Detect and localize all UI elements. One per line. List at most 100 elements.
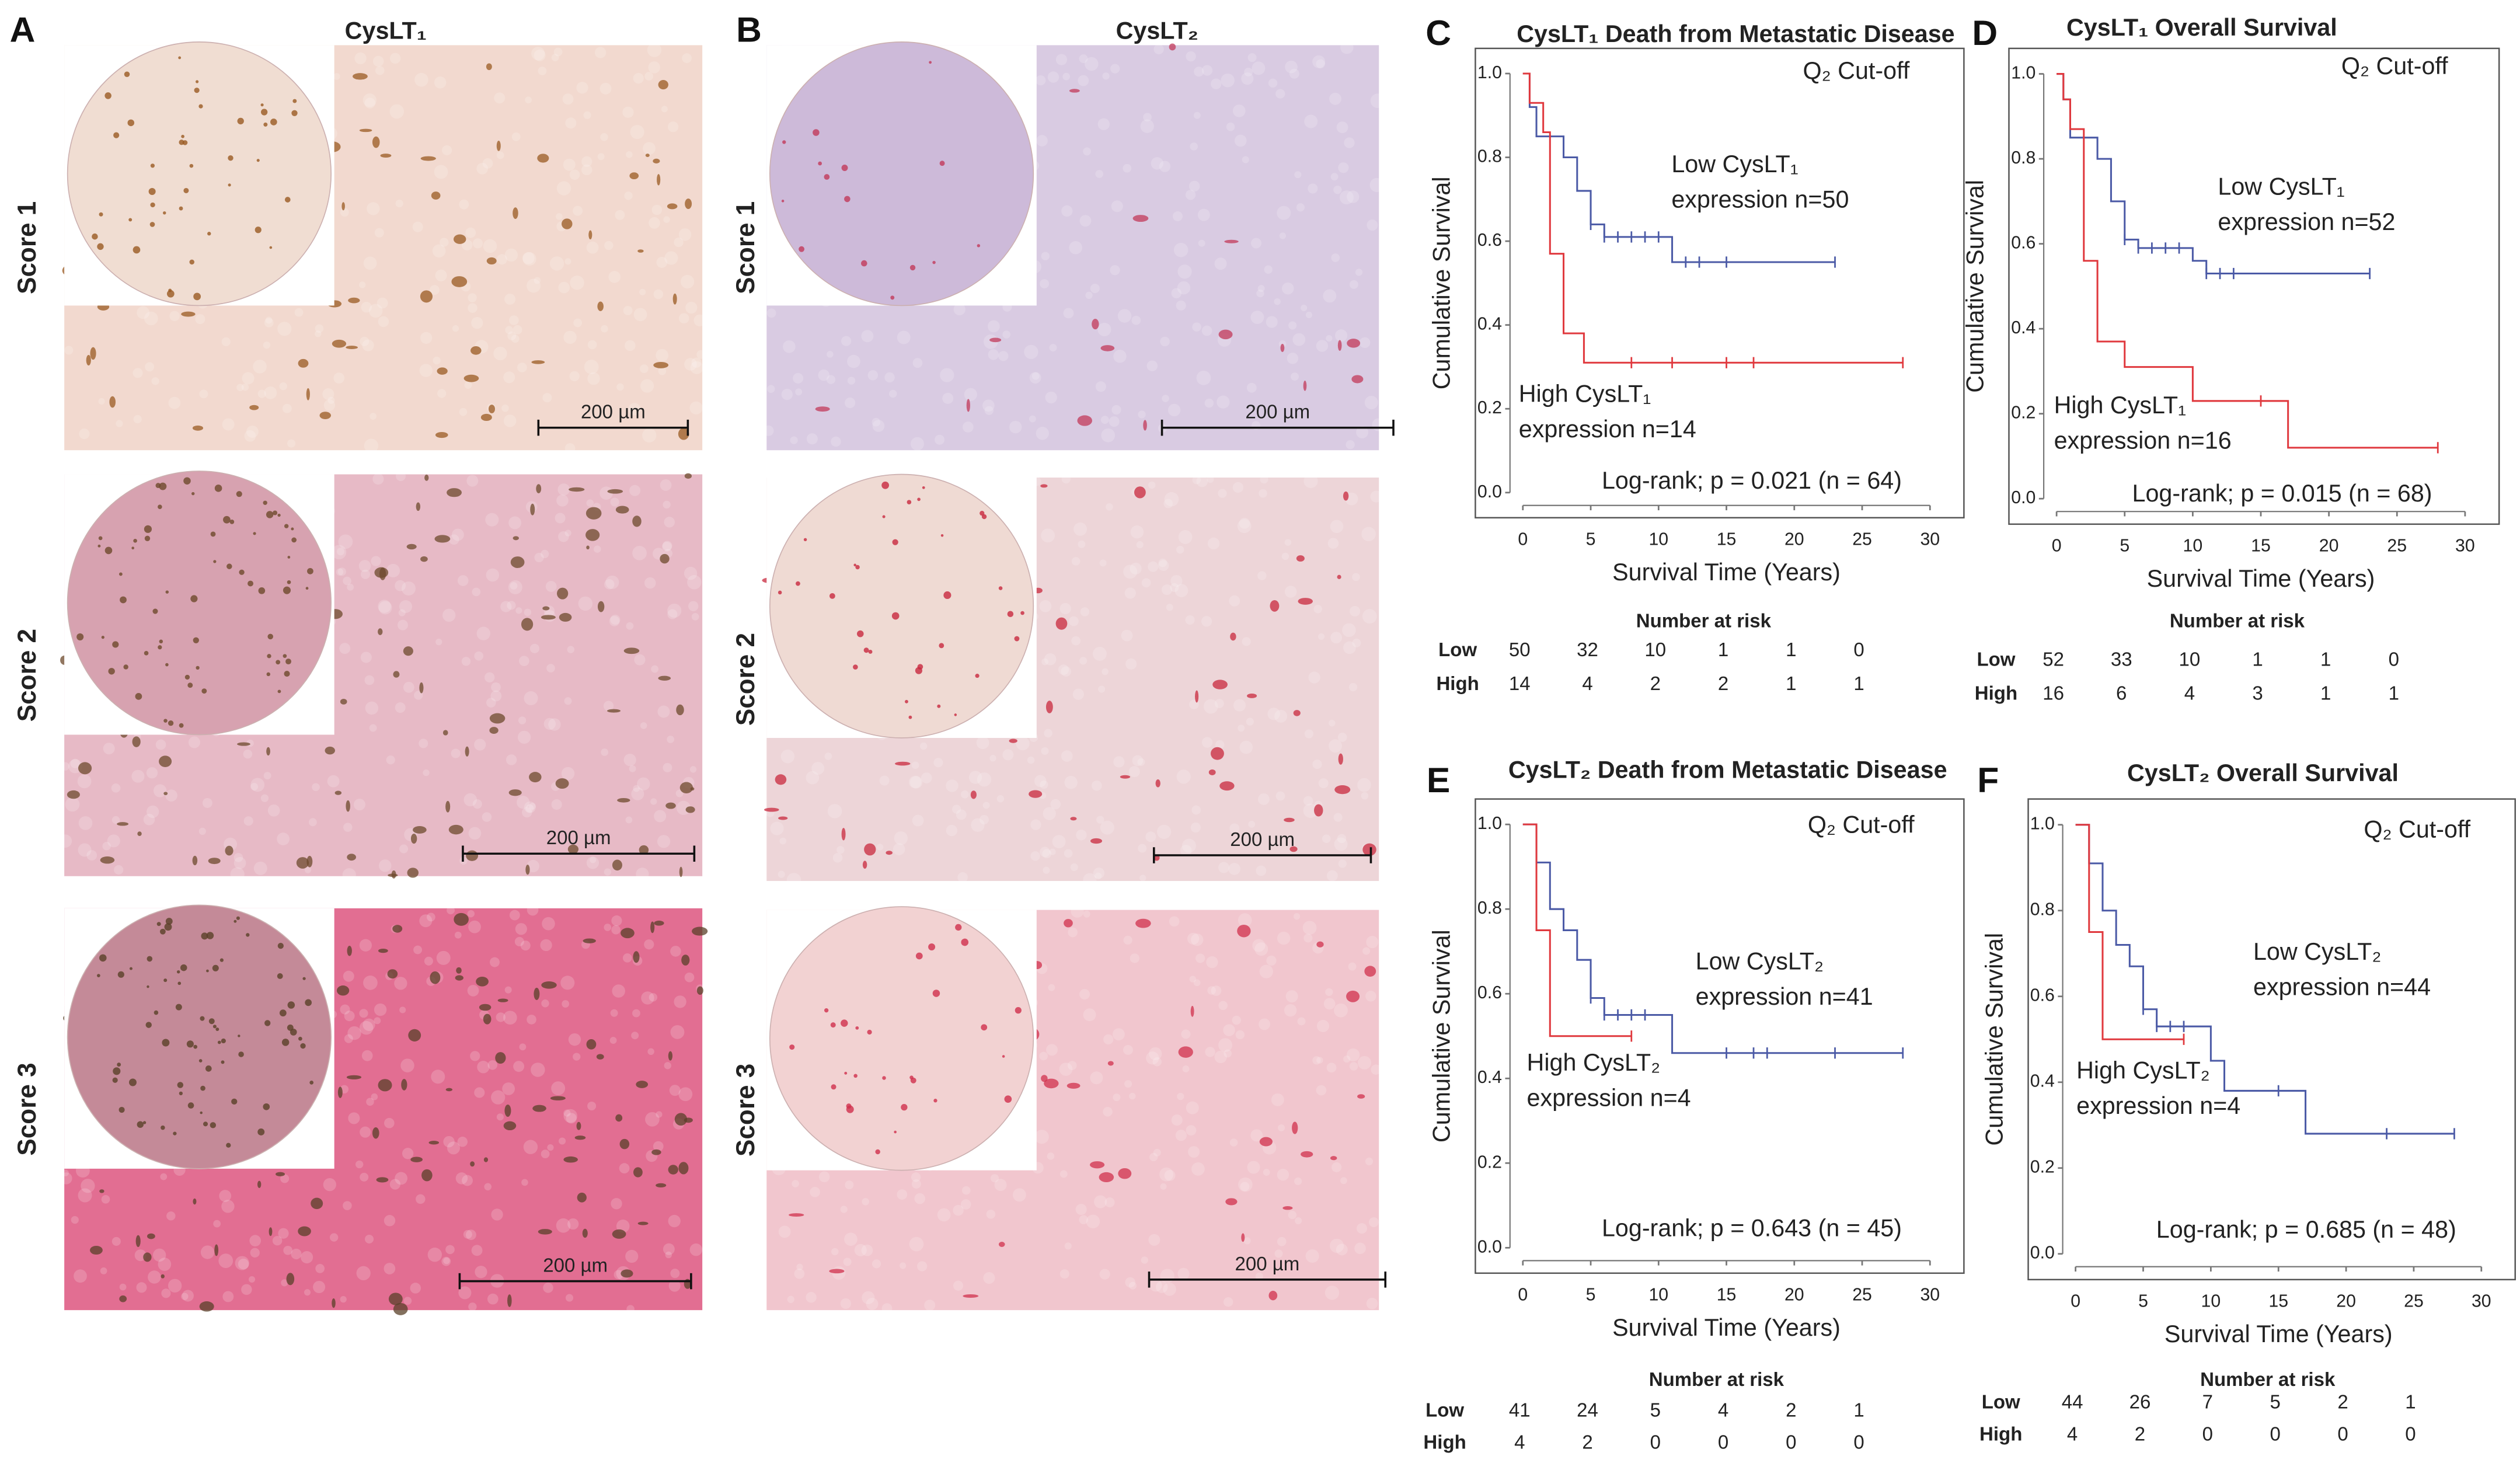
core-stain — [266, 511, 274, 518]
cell — [1099, 1269, 1110, 1280]
core-stain — [853, 664, 858, 670]
cell — [496, 1012, 506, 1022]
risk-count: 0 — [1650, 1431, 1661, 1452]
cell — [1201, 325, 1212, 336]
cell — [511, 132, 521, 141]
core-stain — [163, 211, 166, 215]
core-stain — [221, 1038, 226, 1044]
core-stain — [302, 977, 306, 980]
core-stain — [219, 958, 224, 962]
cell — [564, 697, 572, 705]
core-stain — [285, 659, 292, 665]
core-stain — [905, 699, 908, 703]
cell — [504, 248, 518, 262]
stain — [639, 845, 649, 855]
cell — [1342, 623, 1356, 638]
core-stain — [117, 1063, 121, 1067]
cell — [1113, 350, 1127, 363]
cell — [1030, 819, 1041, 830]
cell — [1083, 873, 1097, 887]
cell — [570, 276, 584, 290]
stain — [225, 845, 233, 856]
cell — [824, 752, 832, 760]
cell — [483, 239, 497, 253]
cell — [1188, 1146, 1200, 1158]
stain — [503, 1121, 517, 1131]
cell — [608, 271, 621, 283]
core-stain — [277, 689, 281, 694]
core-stain — [97, 243, 104, 250]
stain — [393, 671, 400, 678]
core-stain — [182, 140, 188, 145]
stain — [86, 354, 91, 365]
stain — [1100, 345, 1115, 351]
core-stain — [178, 56, 182, 60]
risk-count: 2 — [1650, 673, 1661, 694]
cell — [1063, 308, 1074, 319]
cell — [1112, 1028, 1125, 1041]
cell — [336, 568, 344, 576]
cell — [1194, 67, 1204, 77]
stain — [159, 755, 172, 768]
cell — [1303, 933, 1313, 943]
cell — [534, 49, 546, 61]
cell — [662, 542, 672, 552]
cell — [543, 1283, 553, 1293]
x-tick-label: 25 — [1852, 1285, 1872, 1304]
cell — [599, 486, 613, 500]
cell — [678, 1087, 693, 1102]
cell — [1325, 1286, 1340, 1300]
stain — [1316, 941, 1324, 948]
stain — [463, 374, 479, 382]
cell — [1098, 685, 1106, 693]
core-stain — [290, 1029, 297, 1036]
panel-label: E — [1427, 760, 1450, 800]
cell — [1357, 778, 1371, 792]
stain — [334, 790, 342, 795]
cell — [665, 1251, 672, 1259]
stain — [563, 1156, 578, 1163]
cell — [264, 318, 274, 328]
cell — [1149, 1047, 1162, 1061]
core-stain — [162, 1039, 170, 1047]
stain — [764, 807, 779, 812]
cell — [1059, 1170, 1068, 1178]
core-stain — [309, 1081, 314, 1085]
stain — [1099, 1172, 1114, 1183]
risk-count: 26 — [2129, 1391, 2151, 1413]
cell — [1044, 653, 1057, 666]
cell — [977, 772, 992, 787]
cell — [1207, 537, 1220, 550]
cell — [401, 581, 416, 596]
cell — [1121, 629, 1133, 642]
cell — [1153, 1148, 1161, 1157]
cell — [374, 1017, 381, 1025]
cell — [933, 758, 943, 768]
cell — [670, 1269, 680, 1279]
stain — [541, 615, 556, 620]
cell — [527, 1015, 536, 1025]
core-stain — [789, 1044, 795, 1050]
cell — [1181, 1029, 1191, 1039]
core-stain — [152, 608, 158, 614]
cell — [432, 244, 446, 258]
cell — [399, 600, 413, 614]
cell — [509, 910, 520, 921]
core-stain — [258, 587, 266, 594]
cell — [1366, 1298, 1378, 1309]
cell — [465, 227, 476, 238]
stain — [1292, 1121, 1298, 1134]
core-stain — [300, 1043, 306, 1049]
core-stain — [782, 140, 786, 144]
cell — [343, 823, 353, 832]
cell — [459, 199, 469, 210]
cell — [781, 388, 793, 400]
stain — [529, 772, 542, 783]
core-stain — [287, 1001, 295, 1009]
stain — [296, 857, 309, 869]
stain — [456, 967, 462, 974]
stain — [214, 1244, 219, 1256]
risk-count: 0 — [2389, 649, 2399, 670]
cell — [766, 308, 776, 318]
risk-count: 0 — [2337, 1423, 2348, 1445]
